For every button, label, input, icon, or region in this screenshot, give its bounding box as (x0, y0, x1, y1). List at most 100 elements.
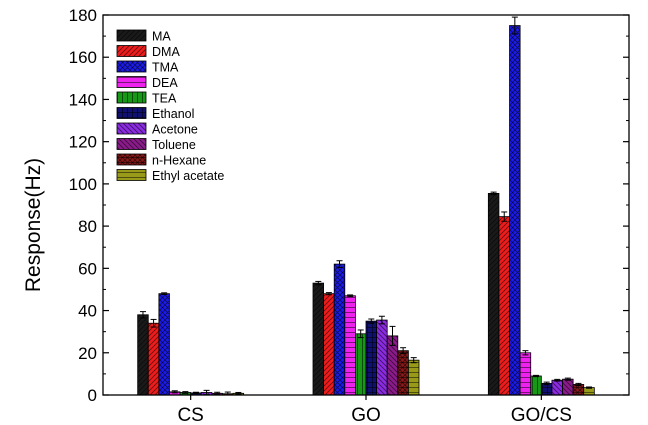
legend-label: TEA (152, 92, 177, 106)
y-ticks: 0 20 40 60 80 100 120 140 160 180 (69, 6, 629, 405)
legend-item-ethanol: Ethanol (116, 107, 194, 121)
y-tick: 80 (78, 204, 629, 236)
legend-label: Acetone (152, 123, 198, 137)
legend-label: n-Hexane (152, 154, 206, 168)
legend-label: Ethyl acetate (152, 169, 224, 183)
y-tick: 140 (69, 77, 629, 109)
bar-go-cs-dea (519, 352, 532, 396)
y-tick-label: 120 (69, 133, 97, 152)
legend-label: Ethanol (152, 107, 194, 121)
legend-swatch (116, 45, 147, 57)
legend-swatch (116, 76, 147, 88)
error-bar-go-cs-toluene (564, 377, 571, 381)
error-bar-cs-tma (161, 292, 168, 296)
error-bar-cs-ma (139, 311, 146, 319)
y-tick: 120 (69, 120, 629, 152)
legend-swatch (116, 153, 147, 166)
bar-go-cs-tma (509, 25, 521, 396)
x-tick-label-go-cs: GO/CS (511, 405, 572, 425)
bar-go-dma (323, 293, 335, 396)
legend-label: DMA (152, 45, 180, 59)
legend-item-tma: TMA (116, 60, 179, 75)
bar-go-ethyl-acetate (407, 359, 420, 396)
legend-label: TMA (152, 61, 179, 75)
legend-item-toluene: Toluene (116, 138, 196, 152)
error-bar-go-cs-tma (511, 16, 518, 35)
y-tick: 0 (88, 373, 629, 405)
bar-go-cs-dma (498, 216, 510, 396)
y-tick: 100 (69, 162, 629, 194)
error-bars-layer (139, 16, 593, 396)
y-axis-label: Response(Hz) (22, 158, 45, 292)
y-tick-label: 60 (78, 259, 97, 278)
error-bar-go-dma (325, 292, 332, 296)
y-tick-label: 160 (69, 48, 97, 67)
y-tick: 60 (78, 246, 629, 278)
bar-go-cs-n-hexane (572, 384, 585, 396)
legend-swatch (116, 29, 147, 42)
bar-go-cs-acetone (551, 379, 563, 396)
error-bar-go-tea (357, 329, 364, 339)
error-bar-go-dea (347, 294, 354, 298)
y-tick: 20 (78, 331, 629, 363)
x-tick: CS (177, 395, 204, 425)
bars-layer (137, 25, 595, 396)
legend-item-acetone: Acetone (116, 123, 198, 137)
legend-item-n-hexane: n-Hexane (116, 153, 206, 168)
error-bar-go-ethanol (368, 318, 375, 324)
y-tick-label: 80 (78, 217, 97, 236)
error-bar-go-cs-dea (522, 350, 529, 356)
bar-cs-ma (137, 314, 149, 396)
y-tick: 160 (69, 35, 629, 67)
legend-swatch (116, 169, 147, 181)
error-bar-go-ma (315, 280, 322, 286)
legend-item-tea: TEA (116, 91, 177, 106)
legend-item-ma: MA (116, 29, 171, 44)
error-bar-go-tma (336, 260, 343, 268)
error-bar-cs-dea (171, 390, 178, 394)
legend-swatch (116, 91, 147, 104)
x-tick: GO (351, 395, 381, 425)
x-tick-label-go: GO (351, 405, 381, 425)
bar-go-ethanol (365, 320, 378, 396)
error-bar-cs-ethanol (192, 391, 199, 395)
y-tick: 40 (78, 288, 629, 321)
error-bar-go-cs-n-hexane (575, 382, 582, 386)
error-bar-go-cs-tea (533, 374, 540, 378)
legend-swatch (116, 60, 147, 73)
error-bar-go-ethyl-acetate (410, 357, 417, 364)
y-tick: 180 (69, 6, 629, 25)
bar-go-tma (333, 263, 346, 396)
bar-go-cs-toluene (562, 378, 574, 396)
error-bar-go-toluene (389, 325, 396, 346)
y-tick-label: 140 (69, 90, 97, 109)
bar-go-dea (344, 295, 356, 396)
legend-label: Toluene (152, 138, 196, 152)
legend-swatch (116, 107, 147, 119)
bar-go-cs-tea (530, 375, 542, 396)
y-tick-label: 0 (88, 386, 97, 405)
error-bar-cs-ethyl-acetate (235, 391, 242, 395)
legend-item-dma: DMA (116, 45, 180, 59)
bar-cs-dma (147, 322, 160, 396)
error-bar-go-cs-dma (501, 211, 508, 222)
bar-go-n-hexane (397, 350, 409, 396)
y-tick-label: 20 (78, 344, 97, 363)
error-bar-go-cs-acetone (554, 378, 561, 382)
bar-go-cs-ma (487, 192, 500, 396)
x-tick: GO/CS (511, 395, 572, 425)
legend-item-ethyl-acetate: Ethyl acetate (116, 169, 224, 183)
y-tick-label: 40 (78, 302, 97, 321)
bar-cs-tma (158, 293, 170, 396)
bar-go-tea (354, 333, 367, 396)
bar-go-ma (312, 282, 325, 396)
error-bar-go-cs-ma (490, 191, 497, 196)
x-tick-label-cs: CS (177, 405, 203, 425)
error-bar-go-n-hexane (400, 347, 407, 355)
error-bar-cs-dma (150, 318, 157, 328)
legend-item-dea: DEA (116, 76, 178, 90)
y-tick-label: 100 (69, 175, 97, 194)
bar-go-acetone (376, 319, 388, 396)
legend-swatch (116, 138, 147, 150)
